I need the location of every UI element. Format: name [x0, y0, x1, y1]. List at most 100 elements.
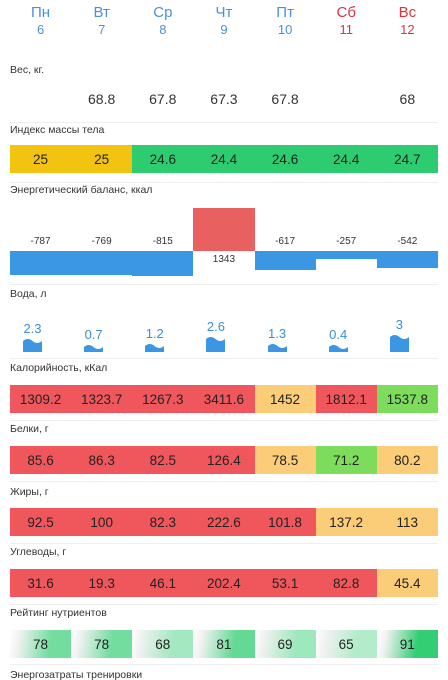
water-title: Вода, л: [10, 288, 47, 300]
day-name: Вт: [93, 4, 110, 21]
calories-cell: 3411.6: [193, 385, 255, 413]
energy-balance-label: -542: [397, 236, 418, 247]
energy-balance-label: -769: [91, 236, 112, 247]
day-date: 9: [220, 22, 228, 37]
day-name: Сб: [336, 4, 356, 21]
day-date: 6: [36, 22, 45, 37]
protein-row: 85.6 86.3 82.5 126.4 78.5 71.2 80.2: [10, 446, 438, 474]
day-column-header[interactable]: Вт 7: [72, 4, 132, 38]
day-column-header[interactable]: Сб 11: [316, 4, 376, 38]
nutrient-rating-cell: 91: [376, 630, 438, 658]
protein-cell: 78.5: [254, 446, 316, 474]
nutrient-rating-cell: 65: [315, 630, 377, 658]
fat-cell: 113: [376, 508, 438, 536]
day-column-header[interactable]: Ср 8: [133, 4, 193, 38]
day-date: 10: [277, 22, 293, 37]
nutrient-rating-cell: 68: [132, 630, 194, 658]
water-glass-icon[interactable]: [84, 343, 104, 352]
day-date: 8: [159, 22, 167, 37]
calories-cell: 1537.8: [376, 385, 438, 413]
calories-cell: 1323.7: [71, 385, 133, 413]
fat-cell: 100: [71, 508, 133, 536]
weight-value: 67.8: [149, 91, 177, 107]
divider: [10, 481, 438, 482]
energy-balance-title: Энергетический баланс, ккал: [10, 184, 153, 196]
energy-balance-bar[interactable]: [71, 251, 133, 275]
energy-balance-bar[interactable]: [193, 208, 255, 251]
carbs-title: Углеводы, г: [10, 546, 67, 558]
water-value: 3: [395, 317, 403, 332]
water-value: 0.7: [84, 327, 103, 342]
calories-row: 1309.2 1323.7 1267.3 3411.6 1452 1812.1 1537.8: [10, 385, 438, 413]
weight-title: Вес, кг.: [10, 64, 44, 76]
water-glass-icon[interactable]: [389, 333, 409, 352]
calories-cell: 1452: [254, 385, 316, 413]
day-date: 11: [339, 22, 354, 37]
energy-balance-label: -787: [30, 236, 51, 247]
day-name: Чт: [215, 4, 233, 21]
water-glass-icon[interactable]: [145, 342, 165, 352]
divider: [10, 604, 438, 605]
weight-value: 67.3: [210, 91, 238, 107]
divider: [10, 420, 438, 421]
day-header: Пн 6 Вт 7 Ср 8 Чт 9 Пт 10 Сб 11 Вс 12: [0, 0, 448, 46]
energy-balance-bar[interactable]: [254, 251, 316, 270]
protein-cell: 80.2: [376, 446, 438, 474]
divider: [10, 122, 438, 123]
nutrient-rating-row: 78 78 68 81 69 65 91: [10, 630, 438, 658]
calories-title: Калорийность, кКал: [10, 362, 108, 374]
water-value: 2.3: [23, 320, 42, 336]
fat-cell: 82.3: [132, 508, 194, 536]
calories-cell: 1267.3: [132, 385, 194, 413]
fat-row: 92.5 100 82.3 222.6 101.8 137.2 113: [10, 508, 438, 536]
water-value: 1.2: [145, 326, 164, 341]
energy-balance-bar[interactable]: [10, 251, 72, 276]
nutrient-rating-title: Рейтинг нутриентов: [10, 607, 107, 619]
bmi-cell: 24.4: [193, 145, 255, 173]
weight-value: 68.8: [88, 91, 116, 107]
bmi-row: 25 25 24.6 24.4 24.6 24.4 24.7: [10, 145, 438, 173]
fat-cell: 92.5: [10, 508, 72, 536]
divider: [10, 664, 438, 665]
water-glass-icon[interactable]: [267, 342, 287, 353]
divider: [10, 543, 438, 544]
carbs-cell: 19.3: [71, 569, 133, 597]
carbs-row: 31.6 19.3 46.1 202.4 53.1 82.8 45.4: [10, 569, 438, 597]
protein-cell: 85.6: [10, 446, 72, 474]
day-column-header[interactable]: Вс 12: [377, 4, 437, 38]
energy-balance-bar[interactable]: [132, 251, 194, 276]
water-value: 1.3: [268, 325, 287, 341]
protein-cell: 126.4: [193, 446, 255, 474]
divider: [10, 358, 438, 359]
protein-cell: 82.5: [132, 446, 194, 474]
water-glass-icon[interactable]: [23, 337, 42, 353]
nutrient-rating-cell: 81: [193, 630, 255, 658]
calories-cell: 1812.1: [315, 385, 377, 413]
protein-cell: 86.3: [71, 446, 133, 474]
fat-cell: 101.8: [254, 508, 316, 536]
energy-balance-label: -257: [336, 236, 357, 247]
calories-cell: 1309.2: [10, 385, 72, 413]
day-name: Ср: [153, 4, 173, 21]
carbs-cell: 202.4: [193, 569, 255, 597]
weight-value: 68: [399, 91, 416, 107]
divider: [10, 284, 438, 285]
energy-balance-bar[interactable]: [376, 251, 438, 268]
water-value: 2.6: [206, 319, 225, 334]
day-column-header[interactable]: Пн 6: [11, 4, 71, 38]
day-column-header[interactable]: Пт 10: [255, 4, 315, 38]
protein-cell: 71.2: [315, 446, 377, 474]
water-glass-icon[interactable]: [328, 343, 348, 352]
divider: [10, 182, 438, 183]
water-glass-icon[interactable]: [206, 335, 226, 352]
day-name: Пт: [276, 4, 294, 21]
day-column-header[interactable]: Чт 9: [194, 4, 254, 38]
energy-balance-bar[interactable]: [315, 251, 377, 259]
energy-balance-label: -617: [275, 236, 296, 247]
carbs-cell: 53.1: [254, 569, 316, 597]
carbs-cell: 45.4: [376, 569, 438, 597]
day-name: Вс: [398, 4, 417, 21]
bmi-title: Индекс массы тела: [10, 124, 105, 136]
nutrient-rating-cell: 78: [10, 630, 72, 658]
day-name: Пн: [31, 4, 51, 21]
